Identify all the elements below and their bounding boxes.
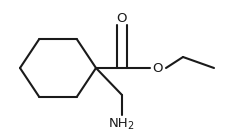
Text: NH: NH: [109, 117, 128, 130]
Text: O: O: [152, 61, 162, 74]
Text: 2: 2: [126, 121, 133, 131]
Text: O: O: [116, 11, 127, 24]
